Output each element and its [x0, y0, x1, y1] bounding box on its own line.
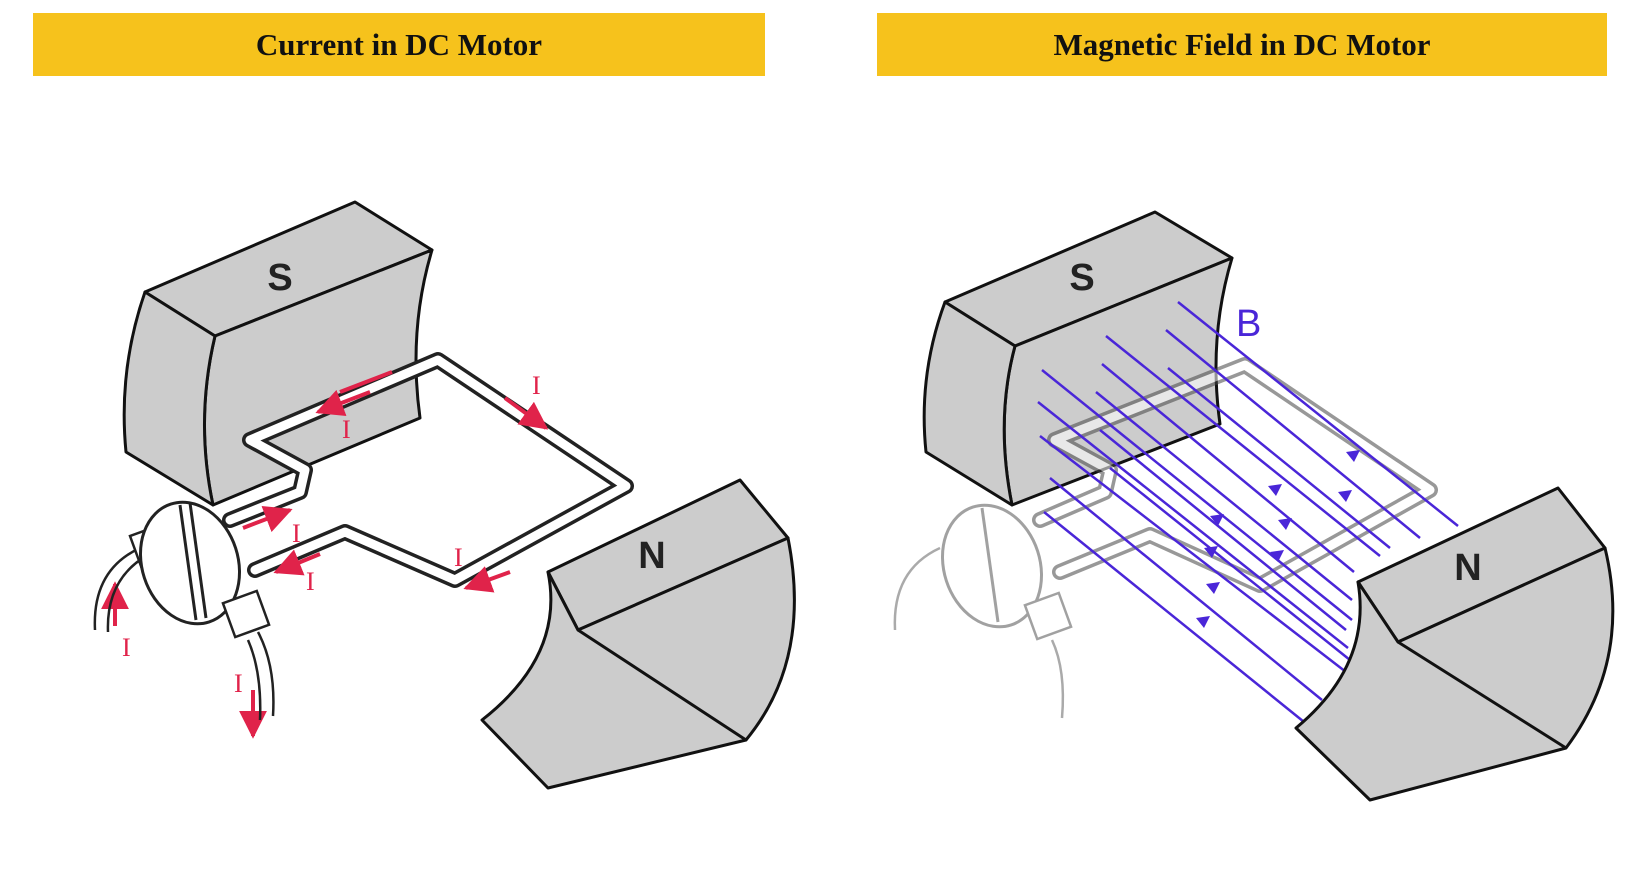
- current-label-lead-lower: I: [306, 567, 315, 596]
- south-pole-label: S: [267, 257, 292, 299]
- north-pole-label: N: [638, 535, 665, 577]
- south-pole-label: S: [1069, 257, 1094, 299]
- current-label-in-wire: I: [122, 633, 131, 662]
- current-label-top-right: I: [532, 371, 541, 400]
- banner-field-title: Magnetic Field in DC Motor: [877, 13, 1607, 76]
- current-diagram: S I I I I I I I: [93, 200, 796, 790]
- current-labels: I I I I I I I: [122, 371, 541, 698]
- current-label-top-left: I: [342, 415, 351, 444]
- north-magnet: N: [1294, 486, 1615, 802]
- armature-coil-faded: [893, 357, 1438, 719]
- north-magnet: N: [480, 478, 796, 790]
- commutator: [93, 500, 275, 721]
- field-label-b: B: [1236, 303, 1261, 345]
- north-pole-label: N: [1454, 547, 1481, 589]
- field-diagram: S B: [893, 210, 1615, 802]
- current-label-lead-upper: I: [292, 519, 301, 548]
- magnetic-field-lines: [1037, 301, 1459, 731]
- current-label-out-wire: I: [234, 669, 243, 698]
- banner-current-title: Current in DC Motor: [33, 13, 765, 76]
- field-arrowheads: [1196, 450, 1360, 628]
- armature-coil: [222, 352, 634, 588]
- current-label-bottom: I: [454, 543, 463, 572]
